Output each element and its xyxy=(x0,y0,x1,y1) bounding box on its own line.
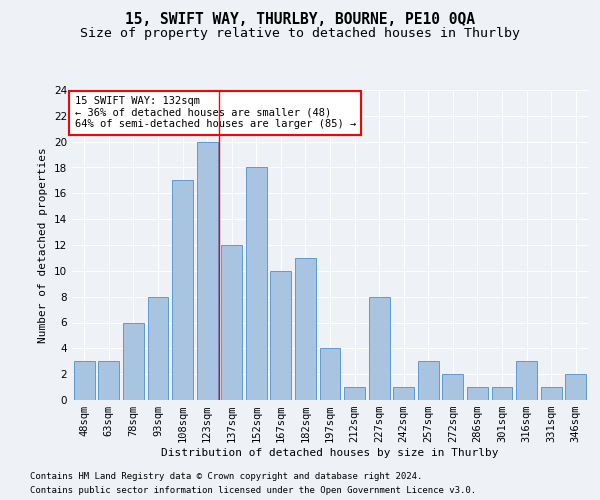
Text: 15, SWIFT WAY, THURLBY, BOURNE, PE10 0QA: 15, SWIFT WAY, THURLBY, BOURNE, PE10 0QA xyxy=(125,12,475,28)
Text: Contains public sector information licensed under the Open Government Licence v3: Contains public sector information licen… xyxy=(30,486,476,495)
Bar xyxy=(418,361,439,400)
Y-axis label: Number of detached properties: Number of detached properties xyxy=(38,147,49,343)
Bar xyxy=(344,387,365,400)
Bar xyxy=(565,374,586,400)
Bar xyxy=(271,271,292,400)
Bar xyxy=(368,296,389,400)
Bar xyxy=(197,142,218,400)
Text: Size of property relative to detached houses in Thurlby: Size of property relative to detached ho… xyxy=(80,26,520,40)
Bar xyxy=(246,168,267,400)
Bar xyxy=(442,374,463,400)
Bar xyxy=(541,387,562,400)
Bar xyxy=(393,387,414,400)
Bar xyxy=(491,387,512,400)
X-axis label: Distribution of detached houses by size in Thurlby: Distribution of detached houses by size … xyxy=(161,448,499,458)
Text: Contains HM Land Registry data © Crown copyright and database right 2024.: Contains HM Land Registry data © Crown c… xyxy=(30,472,422,481)
Text: 15 SWIFT WAY: 132sqm
← 36% of detached houses are smaller (48)
64% of semi-detac: 15 SWIFT WAY: 132sqm ← 36% of detached h… xyxy=(74,96,356,130)
Bar xyxy=(295,258,316,400)
Bar xyxy=(320,348,340,400)
Bar xyxy=(172,180,193,400)
Bar xyxy=(123,322,144,400)
Bar xyxy=(221,245,242,400)
Bar xyxy=(516,361,537,400)
Bar xyxy=(467,387,488,400)
Bar xyxy=(148,296,169,400)
Bar xyxy=(98,361,119,400)
Bar xyxy=(74,361,95,400)
